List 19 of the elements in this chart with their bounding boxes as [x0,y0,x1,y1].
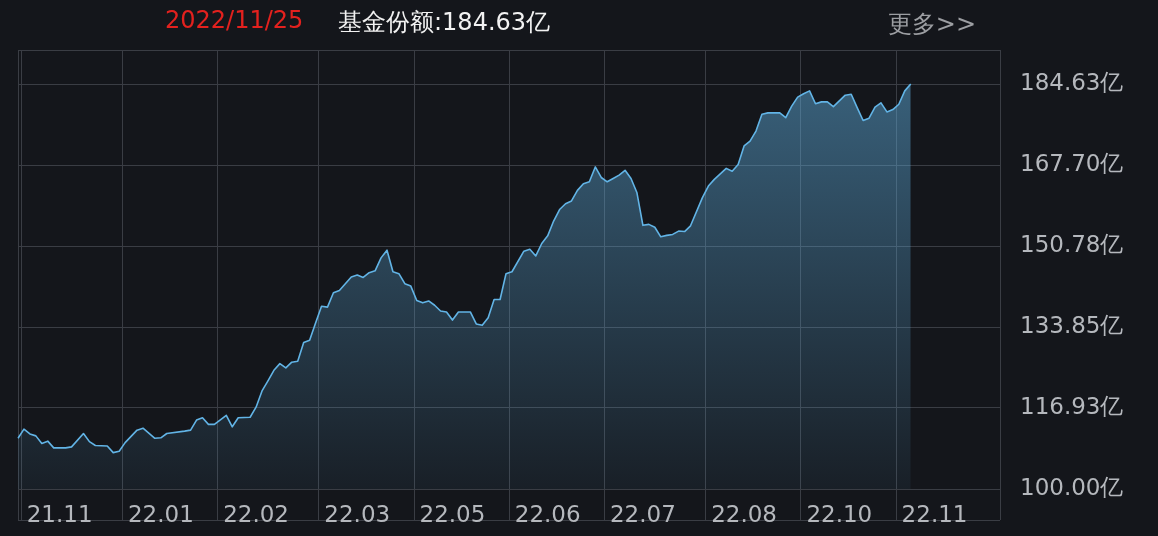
y-tick-label: 167.70亿 [1020,150,1124,177]
x-tick-label: 22.06 [514,500,581,527]
x-tick-label: 22.07 [609,500,676,527]
x-tick-label: 22.02 [223,500,289,527]
x-tick-label: 22.11 [901,500,968,527]
x-tick-label: 22.05 [419,500,486,527]
y-tick-label: 100.00亿 [1020,473,1124,500]
y-tick-label: 133.85亿 [1020,311,1124,338]
chart-title: 2022/11/25 [165,6,304,34]
x-tick-label: 21.11 [26,500,93,527]
x-tick-label: 22.08 [711,500,778,527]
y-tick-label: 184.63亿 [1020,68,1124,95]
x-tick-label: 22.03 [324,500,391,527]
x-tick-label: 22.01 [127,500,194,527]
y-tick-label: 150.78亿 [1020,230,1124,257]
text: 更多>> [887,9,976,40]
chart-subtitle: 基金份额:184.63亿 [338,7,551,38]
x-tick-label: 22.10 [806,500,873,527]
y-tick-label: 116.93亿 [1020,392,1124,419]
